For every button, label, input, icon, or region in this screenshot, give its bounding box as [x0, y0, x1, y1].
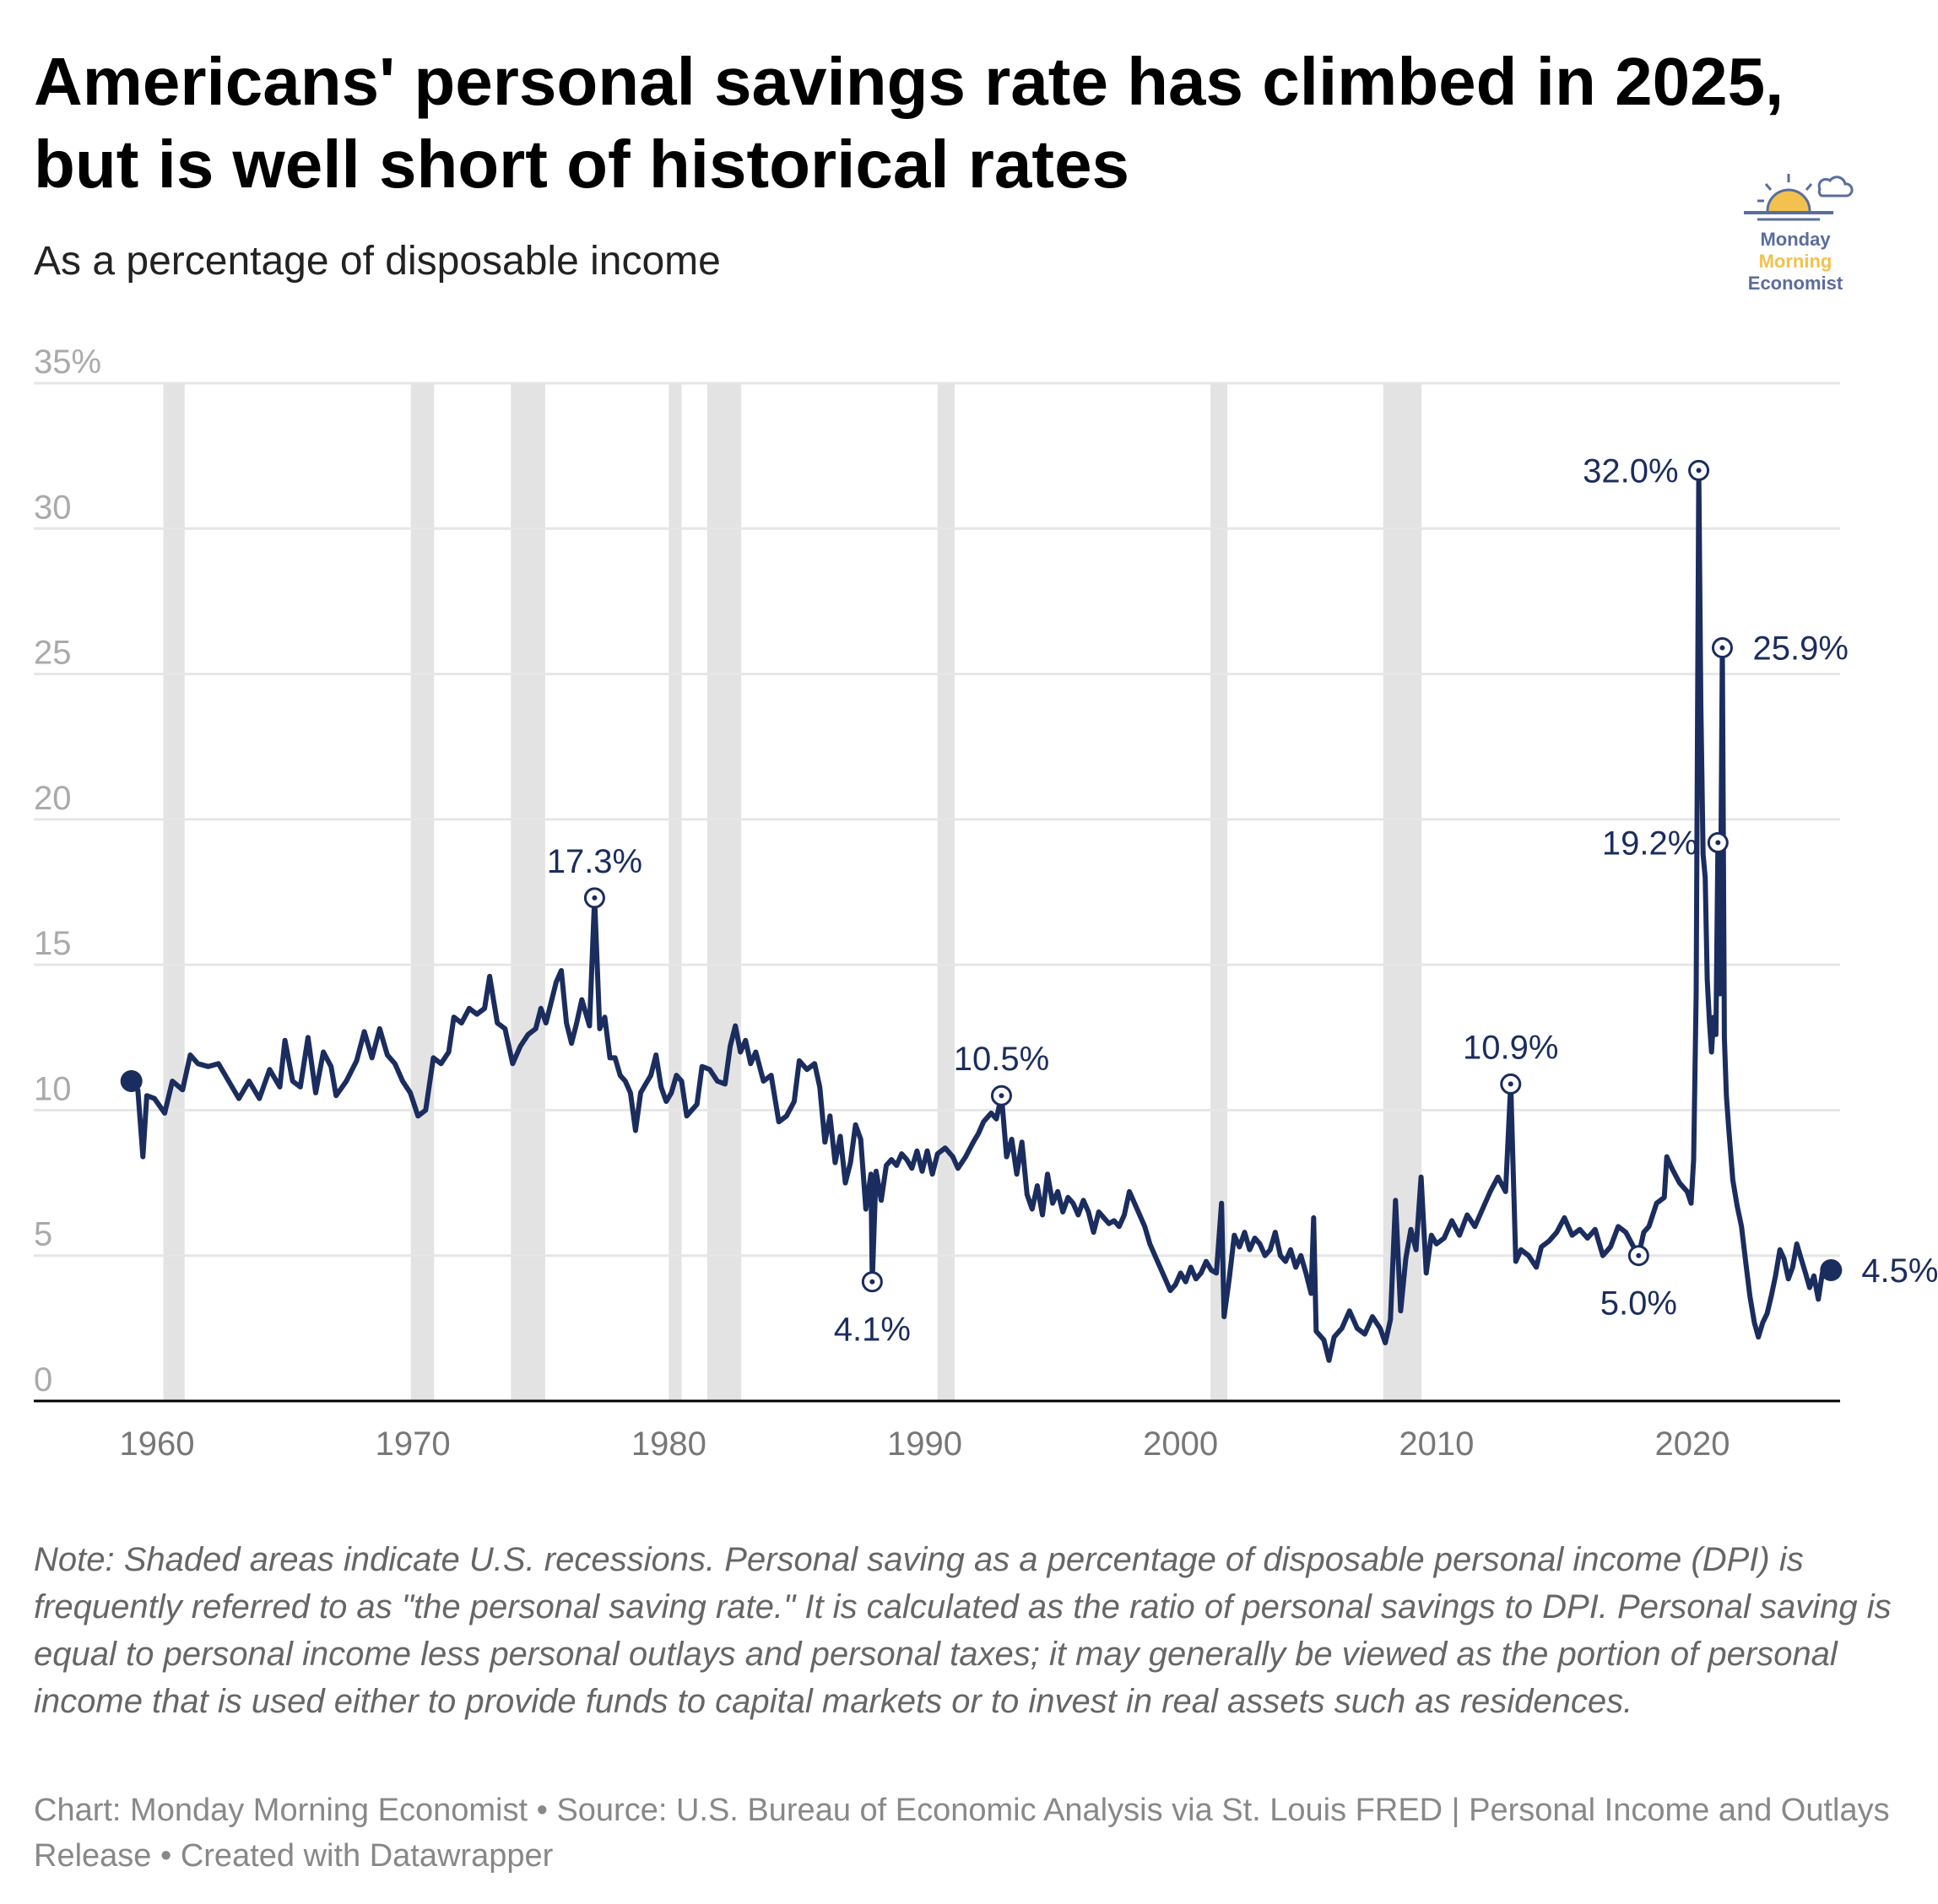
recession-band	[706, 383, 742, 1401]
y-axis-ticks: 0 5 10 15 20 25 30 35%	[34, 343, 101, 1398]
annotation-marker-center	[1715, 840, 1721, 846]
x-tick-label: 1980	[631, 1425, 706, 1463]
savings-rate-chart: 0 5 10 15 20 25 30 35% 1960 1970 1980 1990 2000 2010…	[34, 343, 1938, 1463]
recession-band	[511, 383, 545, 1401]
y-tick-label: 0	[34, 1361, 52, 1398]
y-tick-label: 35%	[34, 343, 101, 381]
y-tick-label: 20	[34, 780, 72, 817]
annotation-marker-center	[1719, 645, 1725, 651]
chart-subtitle: As a percentage of disposable income	[34, 239, 721, 284]
annotation-marker-center	[1508, 1081, 1513, 1087]
chart-note: Note: Shaded areas indicate U.S. recessi…	[34, 1541, 1892, 1720]
annotation-marker-center	[999, 1093, 1004, 1099]
annotation-label: 25.9%	[1752, 630, 1848, 668]
endpoint-dot	[1820, 1258, 1843, 1281]
x-axis-ticks: 1960 1970 1980 1990 2000 2010 2020	[120, 1425, 1730, 1463]
annotation-marker-center	[592, 895, 598, 901]
sun-cloud-icon	[1744, 174, 1854, 221]
annotation-label: 4.5%	[1861, 1252, 1938, 1290]
chart-credit: Chart: Monday Morning Economist • Source…	[34, 1793, 1890, 1874]
y-tick-label: 25	[34, 635, 72, 672]
y-tick-label: 15	[34, 925, 72, 962]
series-lines	[128, 468, 1834, 1363]
recession-band	[669, 383, 682, 1401]
gridlines	[34, 381, 1840, 1403]
x-tick-label: 2010	[1399, 1425, 1474, 1463]
annotation-marker-center	[1696, 468, 1702, 473]
annotation-label: 32.0%	[1583, 452, 1678, 490]
recession-band	[937, 383, 955, 1401]
chart-title: Americans' personal savings rate has cli…	[34, 44, 1784, 202]
logo-text-monday: Monday	[1760, 229, 1831, 250]
x-tick-label: 1990	[887, 1425, 962, 1463]
brand-logo: Monday Morning Economist	[1732, 165, 1859, 300]
annotation-marker-center	[869, 1279, 875, 1285]
annotation-label: 10.9%	[1463, 1029, 1558, 1066]
logo-text-economist: Economist	[1747, 273, 1843, 294]
annotation-label: 10.5%	[954, 1041, 1049, 1078]
x-tick-label: 2000	[1143, 1425, 1218, 1463]
savings-rate-line	[128, 468, 1834, 1363]
x-tick-label: 2020	[1655, 1425, 1730, 1463]
y-tick-label: 30	[34, 489, 72, 526]
logo-text-morning: Morning	[1758, 251, 1832, 272]
annotation-label: 19.2%	[1602, 825, 1697, 862]
recession-bands	[163, 383, 1422, 1401]
recession-band	[163, 383, 185, 1401]
annotation-label: 4.1%	[834, 1312, 911, 1349]
annotation-label: 5.0%	[1600, 1285, 1677, 1323]
annotation-label: 17.3%	[547, 843, 642, 880]
annotations: 17.3% 4.1% 10.5% 10.9% 5.0% 32.0% 19.2% 25.9% 4.…	[120, 452, 1938, 1349]
x-tick-label: 1960	[120, 1425, 195, 1463]
recession-band	[410, 383, 435, 1401]
recession-band	[1210, 383, 1228, 1401]
y-tick-label: 10	[34, 1070, 72, 1107]
annotation-marker-center	[1636, 1252, 1642, 1258]
endpoint-dot	[120, 1069, 143, 1092]
y-tick-label: 5	[34, 1216, 52, 1253]
x-tick-label: 1970	[376, 1425, 451, 1463]
